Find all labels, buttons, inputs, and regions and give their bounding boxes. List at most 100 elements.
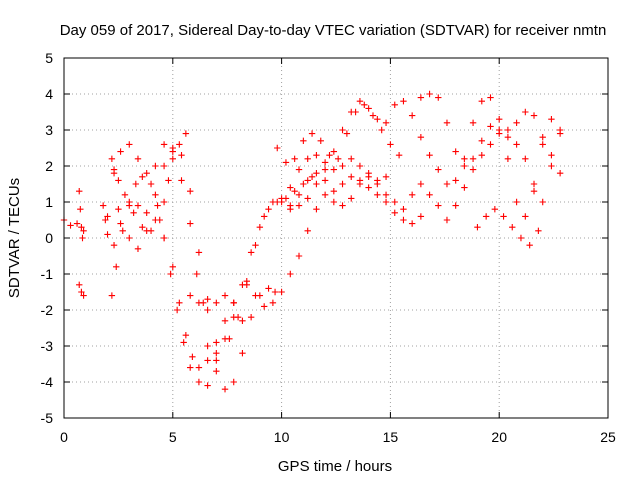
data-point <box>382 198 390 206</box>
data-point <box>295 202 303 209</box>
data-point <box>187 188 194 195</box>
data-point <box>391 198 398 206</box>
data-point <box>496 130 503 137</box>
data-point <box>152 162 159 170</box>
y-tick-label: 0 <box>45 230 53 246</box>
chart-title: Day 059 of 2017, Sidereal Day-to-day VTE… <box>60 22 607 39</box>
data-point <box>487 123 494 130</box>
data-point <box>134 155 142 162</box>
data-point <box>139 224 146 231</box>
data-point <box>287 206 294 213</box>
data-point <box>117 220 124 227</box>
data-point <box>252 292 259 299</box>
x-tick-label: 10 <box>274 429 290 445</box>
y-tick-label: -1 <box>41 266 54 282</box>
data-point <box>173 306 181 314</box>
data-point <box>304 227 311 234</box>
data-point <box>295 252 303 260</box>
data-point <box>365 184 372 191</box>
data-point <box>152 191 159 198</box>
data-point <box>426 90 433 98</box>
data-point <box>417 134 425 141</box>
data-point <box>176 141 183 148</box>
data-point <box>408 191 416 198</box>
data-point <box>330 148 338 155</box>
data-point <box>556 170 564 177</box>
data-point <box>221 317 229 324</box>
data-point <box>110 170 118 177</box>
data-point <box>239 350 246 357</box>
y-tick-label: -5 <box>41 410 54 426</box>
data-point <box>326 152 333 159</box>
data-point <box>187 364 194 371</box>
data-point <box>530 188 538 195</box>
data-point <box>78 288 85 296</box>
x-tick-label: 20 <box>491 429 507 445</box>
data-point <box>99 202 107 209</box>
data-point <box>539 134 546 141</box>
x-tick-labels: 0 5 10 15 20 25 <box>60 429 616 445</box>
data-point <box>152 216 159 224</box>
series-track-i <box>104 144 246 393</box>
data-point <box>304 195 311 202</box>
data-point <box>417 94 425 101</box>
data-point <box>147 180 155 188</box>
data-point <box>76 281 83 288</box>
data-point <box>134 202 142 209</box>
x-axis-title: GPS time / hours <box>278 458 392 475</box>
data-point <box>387 141 394 148</box>
data-point <box>539 198 546 206</box>
data-point <box>522 108 529 116</box>
series-track-c <box>76 281 87 299</box>
data-point <box>308 130 316 137</box>
series-track-l <box>226 152 425 342</box>
series-track-p <box>287 170 416 224</box>
data-point <box>474 224 481 231</box>
data-point <box>478 137 485 144</box>
data-point <box>115 206 122 213</box>
data-point <box>482 213 490 220</box>
data-point <box>343 130 351 137</box>
data-point <box>487 141 494 148</box>
series-track-b <box>76 188 87 242</box>
data-point <box>213 299 220 306</box>
data-point <box>469 119 477 126</box>
data-point <box>435 202 442 209</box>
y-tick-label: 5 <box>45 50 53 66</box>
data-point <box>426 191 433 198</box>
data-point <box>526 242 533 249</box>
data-point <box>356 162 364 170</box>
data-point <box>517 234 525 242</box>
series-track-h <box>110 141 207 306</box>
data-point <box>243 281 250 288</box>
data-point <box>391 101 398 108</box>
data-point <box>487 94 494 101</box>
data-point <box>356 98 364 105</box>
data-point <box>330 198 338 206</box>
data-point <box>321 191 329 198</box>
data-point <box>265 285 272 292</box>
x-tick-label: 15 <box>383 429 399 445</box>
data-point <box>213 357 220 364</box>
data-point <box>204 296 211 303</box>
data-point <box>291 155 298 162</box>
data-point <box>213 368 220 375</box>
data-point <box>143 227 150 234</box>
series-track-n <box>274 101 403 166</box>
data-point <box>382 173 390 180</box>
data-point <box>530 180 538 188</box>
data-point <box>247 314 255 321</box>
data-point <box>300 137 307 144</box>
data-point <box>339 162 346 170</box>
data-point <box>79 234 86 242</box>
data-point <box>321 166 329 173</box>
data-point <box>115 177 122 184</box>
data-point <box>126 141 133 148</box>
data-point <box>300 180 307 188</box>
data-point <box>435 94 442 101</box>
data-point <box>234 314 242 321</box>
y-tick-label: 4 <box>45 86 53 102</box>
series-track-d <box>99 202 111 238</box>
data-point <box>513 198 520 206</box>
data-point <box>469 166 477 173</box>
